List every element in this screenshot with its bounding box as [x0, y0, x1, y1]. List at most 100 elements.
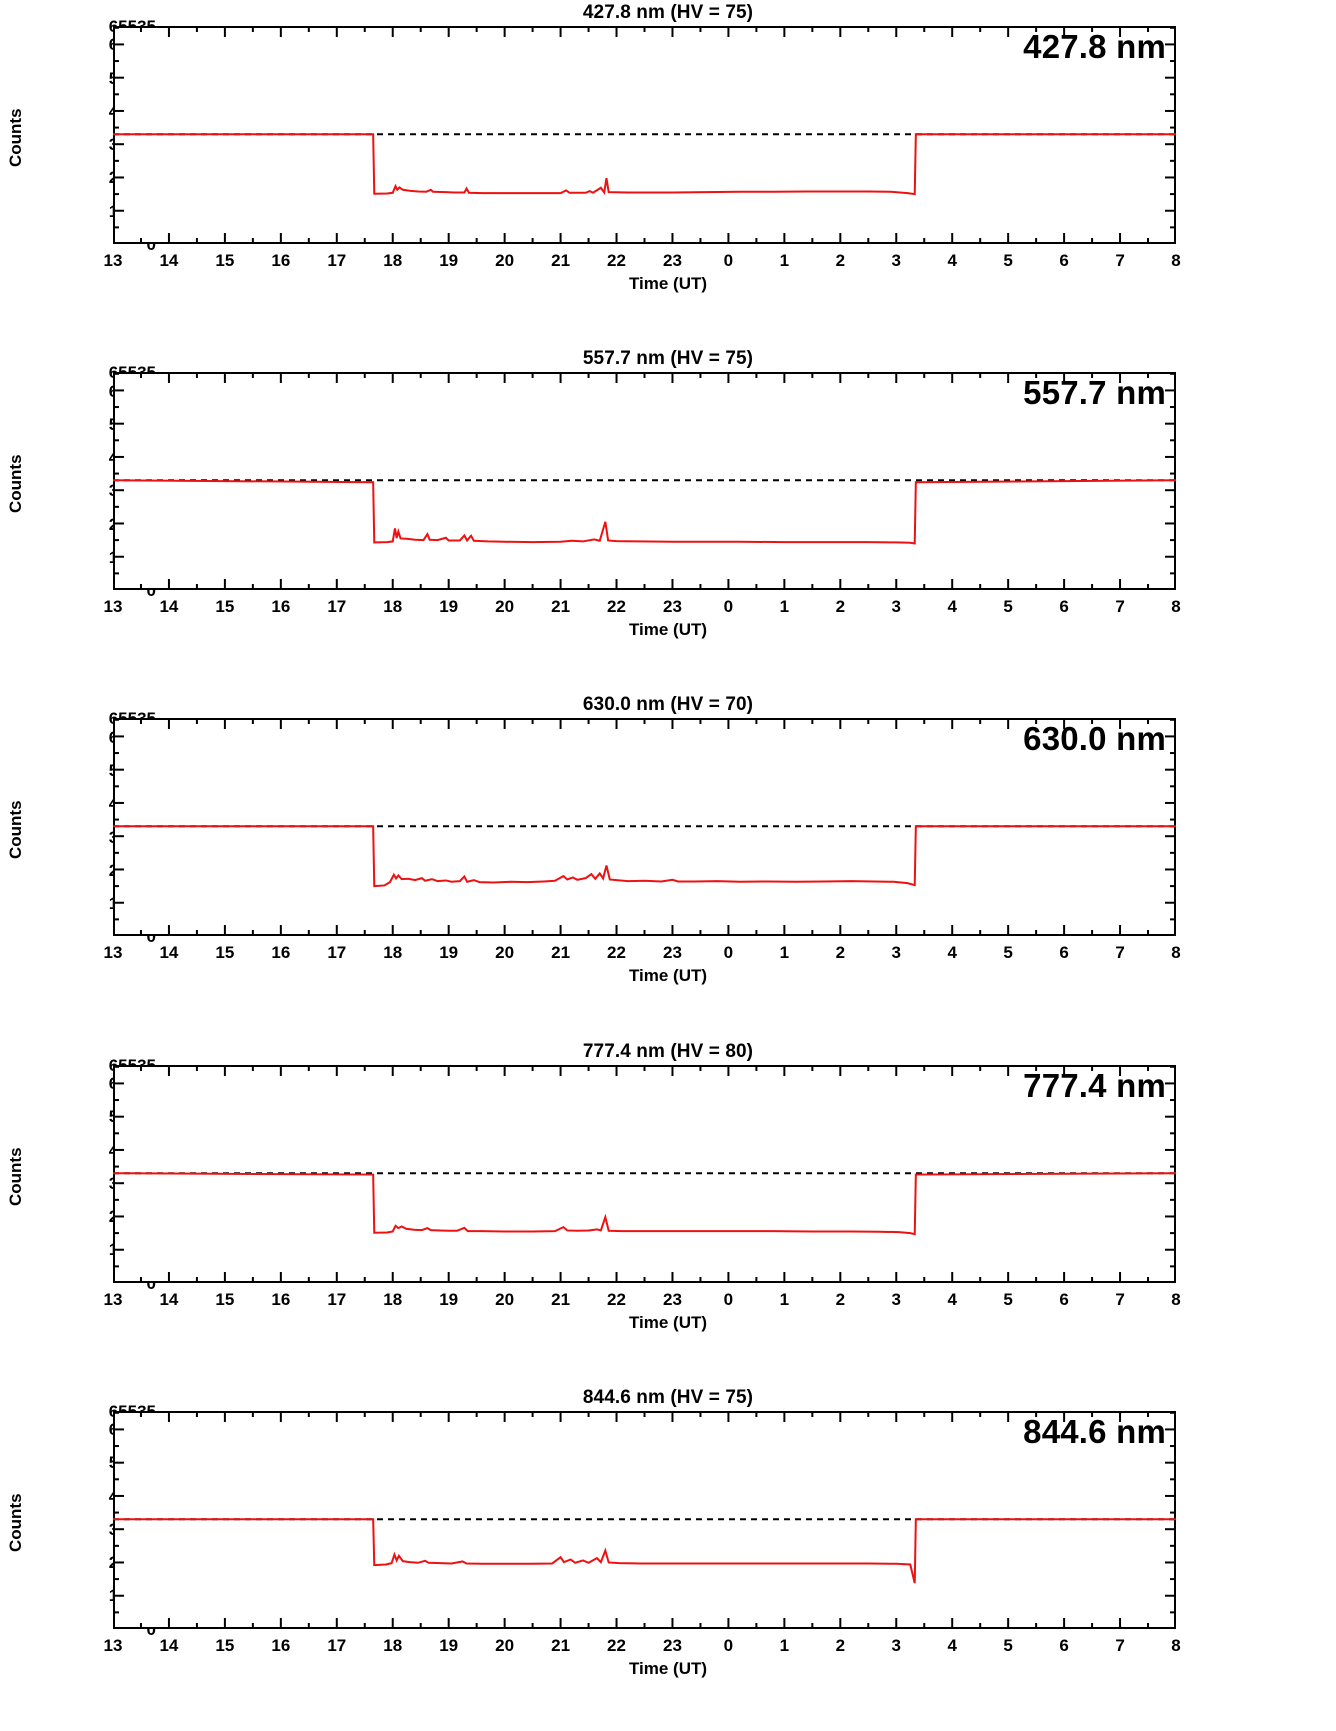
x-axis-label: Time (UT) [628, 1658, 708, 1678]
x-tick-label: 1 [779, 943, 790, 963]
x-tick-label: 18 [383, 1289, 403, 1309]
x-tick-label: 8 [1171, 597, 1181, 617]
x-tick-label: 13 [103, 1289, 123, 1309]
panel-title: 557.7 nm (HV = 75) [582, 348, 754, 370]
x-tick-label: 17 [327, 1635, 347, 1655]
plot-area: 844.6 nm [113, 1410, 1176, 1629]
y-tick-label: 0 [146, 1273, 156, 1293]
series-canvas [113, 26, 1176, 244]
x-tick-label: 17 [327, 251, 347, 270]
series-canvas [113, 372, 1176, 590]
x-tick-label: 5 [1003, 943, 1013, 963]
x-tick-label: 16 [271, 1289, 291, 1309]
x-tick-label: 4 [947, 943, 957, 963]
x-tick-label: 21 [551, 943, 571, 963]
y-tick-label: 0 [146, 1619, 156, 1639]
x-tick-label: 3 [891, 251, 901, 270]
y-tick-label: 0 [146, 235, 156, 254]
panel-title: 427.8 nm (HV = 75) [582, 2, 754, 23]
x-tick-label: 7 [1115, 1289, 1125, 1309]
x-tick-label: 19 [439, 597, 459, 617]
x-tick-label: 3 [891, 1289, 901, 1309]
x-tick-label: 15 [215, 597, 235, 617]
x-tick-label: 19 [439, 1635, 459, 1655]
x-tick-label: 1 [779, 251, 790, 270]
x-tick-label: 15 [215, 943, 235, 963]
x-tick-label: 2 [835, 943, 846, 963]
x-tick-label: 20 [495, 943, 515, 963]
x-tick-label: 22 [607, 943, 626, 963]
x-axis-label: Time (UT) [628, 620, 708, 640]
x-tick-label: 4 [947, 597, 957, 617]
x-tick-label: 18 [383, 1635, 403, 1655]
x-tick-label: 18 [383, 943, 403, 963]
plot-area: 777.4 nm [113, 1064, 1176, 1283]
x-tick-label: 18 [383, 597, 403, 617]
x-tick-label: 1 [779, 1289, 790, 1309]
x-tick-label: 2 [835, 1289, 846, 1309]
x-tick-label: 17 [327, 597, 347, 617]
x-tick-label: 13 [103, 943, 123, 963]
x-tick-label: 13 [103, 1635, 123, 1655]
x-tick-label: 13 [103, 597, 123, 617]
x-tick-label: 3 [891, 943, 901, 963]
x-tick-label: 23 [663, 251, 682, 270]
x-tick-label: 20 [495, 597, 515, 617]
y-axis-label: Counts [6, 1147, 25, 1206]
x-tick-label: 7 [1115, 251, 1125, 270]
x-tick-label: 16 [271, 943, 291, 963]
x-tick-label: 22 [607, 1635, 626, 1655]
x-tick-label: 14 [159, 1289, 179, 1309]
x-tick-label: 5 [1003, 251, 1013, 270]
x-axis-label: Time (UT) [628, 966, 708, 986]
x-tick-label: 6 [1059, 597, 1069, 617]
data-series-line [113, 480, 1176, 543]
x-tick-label: 7 [1115, 943, 1125, 963]
x-tick-label: 4 [947, 1635, 957, 1655]
x-tick-label: 5 [1003, 597, 1013, 617]
x-tick-label: 19 [439, 251, 459, 270]
x-tick-label: 16 [271, 597, 291, 617]
x-tick-label: 19 [439, 943, 459, 963]
x-tick-label: 6 [1059, 251, 1069, 270]
x-tick-label: 14 [159, 251, 179, 270]
x-tick-label: 22 [607, 1289, 626, 1309]
x-tick-label: 8 [1171, 943, 1181, 963]
series-canvas [113, 718, 1176, 936]
panel-title: 630.0 nm (HV = 70) [582, 694, 754, 716]
x-tick-label: 5 [1003, 1635, 1013, 1655]
x-tick-label: 23 [663, 1635, 682, 1655]
x-tick-label: 2 [835, 1635, 846, 1655]
x-tick-label: 19 [439, 1289, 459, 1309]
x-tick-label: 4 [947, 251, 957, 270]
x-tick-label: 23 [663, 597, 682, 617]
plot-area: 427.8 nm [113, 26, 1176, 244]
x-tick-label: 21 [551, 1289, 571, 1309]
x-tick-label: 22 [607, 597, 626, 617]
x-tick-label: 23 [663, 1289, 682, 1309]
x-tick-label: 0 [723, 943, 734, 963]
inset-wavelength-label: 427.8 nm [1023, 28, 1166, 65]
x-tick-label: 21 [551, 251, 571, 270]
x-tick-label: 6 [1059, 1289, 1069, 1309]
y-axis-label: Counts [6, 108, 25, 167]
y-axis-label: Counts [6, 1493, 25, 1552]
plot-area: 557.7 nm [113, 372, 1176, 591]
data-series-line [113, 1519, 1176, 1583]
x-tick-label: 17 [327, 943, 347, 963]
panel-5577: 557.7 nm (HV = 75)Counts0100002000030000… [0, 346, 1336, 692]
x-tick-label: 6 [1059, 1635, 1069, 1655]
x-tick-label: 14 [159, 1635, 179, 1655]
series-canvas [113, 1411, 1176, 1629]
x-tick-label: 0 [723, 597, 734, 617]
panel-4278: 427.8 nm (HV = 75)Counts0100002000030000… [0, 0, 1336, 346]
data-series-line [113, 827, 1176, 887]
y-tick-label: 0 [146, 927, 156, 947]
x-axis-label: Time (UT) [628, 274, 708, 293]
inset-wavelength-label: 844.6 nm [1023, 1412, 1166, 1450]
x-tick-label: 14 [159, 597, 179, 617]
x-tick-label: 0 [723, 1635, 734, 1655]
x-tick-label: 7 [1115, 1635, 1125, 1655]
